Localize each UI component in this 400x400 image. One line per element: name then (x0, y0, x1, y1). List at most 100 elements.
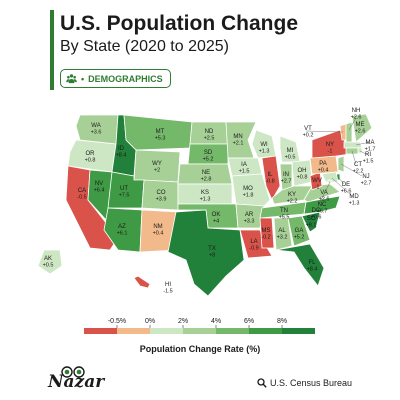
callout-line-md (331, 177, 353, 197)
state-sc (301, 211, 321, 233)
state-fl (275, 243, 325, 287)
state-value-la: -0.9 (249, 246, 258, 252)
state-abbr-fl: FL (308, 260, 316, 266)
state-ga (287, 215, 311, 247)
legend-swatch-4 (216, 328, 249, 334)
state-value-de: +6.6 (341, 189, 352, 195)
legend-swatch-2 (150, 328, 183, 334)
state-mi (279, 135, 301, 163)
state-ma (343, 141, 363, 149)
state-nh (345, 121, 353, 143)
us-state-map: WA+3.6OR+0.8CA-0.5NV+6.4ID+8.4MT+5.3WY+2… (37, 108, 375, 297)
state-abbr-ks: KS (201, 190, 209, 196)
state-value-tx: +8 (209, 253, 215, 259)
state-abbr-ms: MS (262, 228, 271, 234)
state-value-ok: +4 (213, 219, 219, 225)
state-abbr-wy: WY (152, 161, 162, 167)
state-md (321, 171, 339, 183)
state-mn (225, 121, 257, 159)
search-icon (257, 378, 267, 388)
state-abbr-va: VA (320, 190, 328, 196)
state-az (103, 207, 143, 253)
state-me (351, 113, 373, 143)
state-al (273, 217, 293, 251)
state-abbr-mo: MO (243, 186, 253, 192)
state-abbr-tn: TN (280, 208, 288, 214)
state-abbr-al: AL (278, 228, 286, 234)
state-value-nd: +2.5 (204, 136, 215, 142)
page-title: U.S. Population Change (60, 12, 299, 35)
state-ar (235, 203, 265, 229)
state-abbr-mt: MT (156, 129, 165, 135)
state-value-nm: +0.4 (153, 231, 164, 237)
state-la (239, 229, 273, 259)
state-abbr-dc: DC (312, 208, 321, 214)
state-abbr-ma: MA (366, 140, 375, 146)
state-value-nc: +6.7 (317, 209, 328, 215)
state-abbr-md: MD (349, 194, 359, 200)
state-abbr-nh: NH (352, 108, 361, 114)
state-abbr-ne: NE (202, 170, 210, 176)
state-value-ny: -1 (328, 149, 333, 155)
legend-tick-label-0: -0.5% (108, 318, 126, 325)
state-value-dc: +0.6 (311, 215, 322, 221)
state-abbr-or: OR (86, 151, 96, 157)
state-value-id: +8.4 (116, 153, 127, 159)
callout-line-ct (351, 150, 357, 165)
state-value-ks: +1.3 (200, 197, 211, 203)
state-value-vt: +0.2 (303, 133, 314, 139)
state-value-sd: +5.2 (203, 157, 214, 163)
legend-swatch-3 (183, 328, 216, 334)
state-abbr-nv: NV (95, 181, 103, 187)
state-value-ia: +1.5 (239, 169, 250, 175)
legend-tick-label-1: 0% (145, 318, 155, 325)
state-abbr-tx: TX (208, 246, 216, 252)
state-value-mt: +5.3 (155, 136, 166, 142)
source-credit: U.S. Census Bureau (257, 378, 352, 388)
logo-wordmark: Nazar (48, 372, 105, 392)
state-value-ky: +2.2 (287, 199, 298, 205)
state-abbr-ga: GA (295, 228, 304, 234)
state-abbr-mi: MI (287, 148, 294, 154)
callout-line-nj (340, 163, 363, 177)
state-value-ak: +0.5 (43, 263, 54, 269)
state-value-mo: +1.8 (243, 193, 254, 199)
callout-line-vt (305, 130, 344, 133)
brand-logo: Nazar (44, 366, 124, 394)
callout-line-de (337, 176, 345, 185)
state-abbr-ri: RI (365, 152, 371, 158)
state-abbr-ny: NY (326, 142, 334, 148)
state-abbr-nd: ND (205, 129, 214, 135)
state-abbr-mn: MN (233, 134, 242, 140)
state-ak (37, 249, 63, 275)
states-layer (37, 113, 373, 297)
state-abbr-il: IL (267, 172, 273, 178)
people-icon (66, 74, 77, 84)
state-mo (231, 173, 271, 207)
color-legend: -0.5% 0% 2% 4% 6% 8% (84, 318, 315, 334)
state-value-wi: +1.3 (259, 149, 270, 155)
callout-line-ma (355, 141, 371, 146)
legend-swatch-5 (249, 328, 282, 334)
tag-bullet: • (81, 73, 85, 84)
state-value-il: -0.8 (265, 179, 274, 185)
state-abbr-ak: AK (44, 256, 52, 262)
state-value-nj: +2.7 (361, 181, 372, 187)
state-abbr-wv: WV (312, 178, 322, 184)
state-value-az: +6.1 (117, 231, 128, 237)
tag-label: DEMOGRAPHICS (88, 73, 163, 84)
state-tx (167, 209, 245, 297)
title-accent-bar (50, 10, 54, 90)
state-value-md: +1.3 (349, 201, 360, 207)
state-value-ne: +2.8 (201, 177, 212, 183)
state-ms (259, 217, 275, 249)
state-or (67, 139, 117, 173)
page-subtitle: By State (2020 to 2025) (60, 38, 229, 55)
legend-title: Population Change Rate (%) (139, 344, 261, 354)
state-abbr-az: AZ (118, 224, 126, 230)
state-abbr-id: ID (118, 146, 125, 152)
state-abbr-ar: AR (245, 212, 254, 218)
state-abbr-de: DE (342, 182, 350, 188)
state-value-al: +3.2 (277, 235, 288, 241)
